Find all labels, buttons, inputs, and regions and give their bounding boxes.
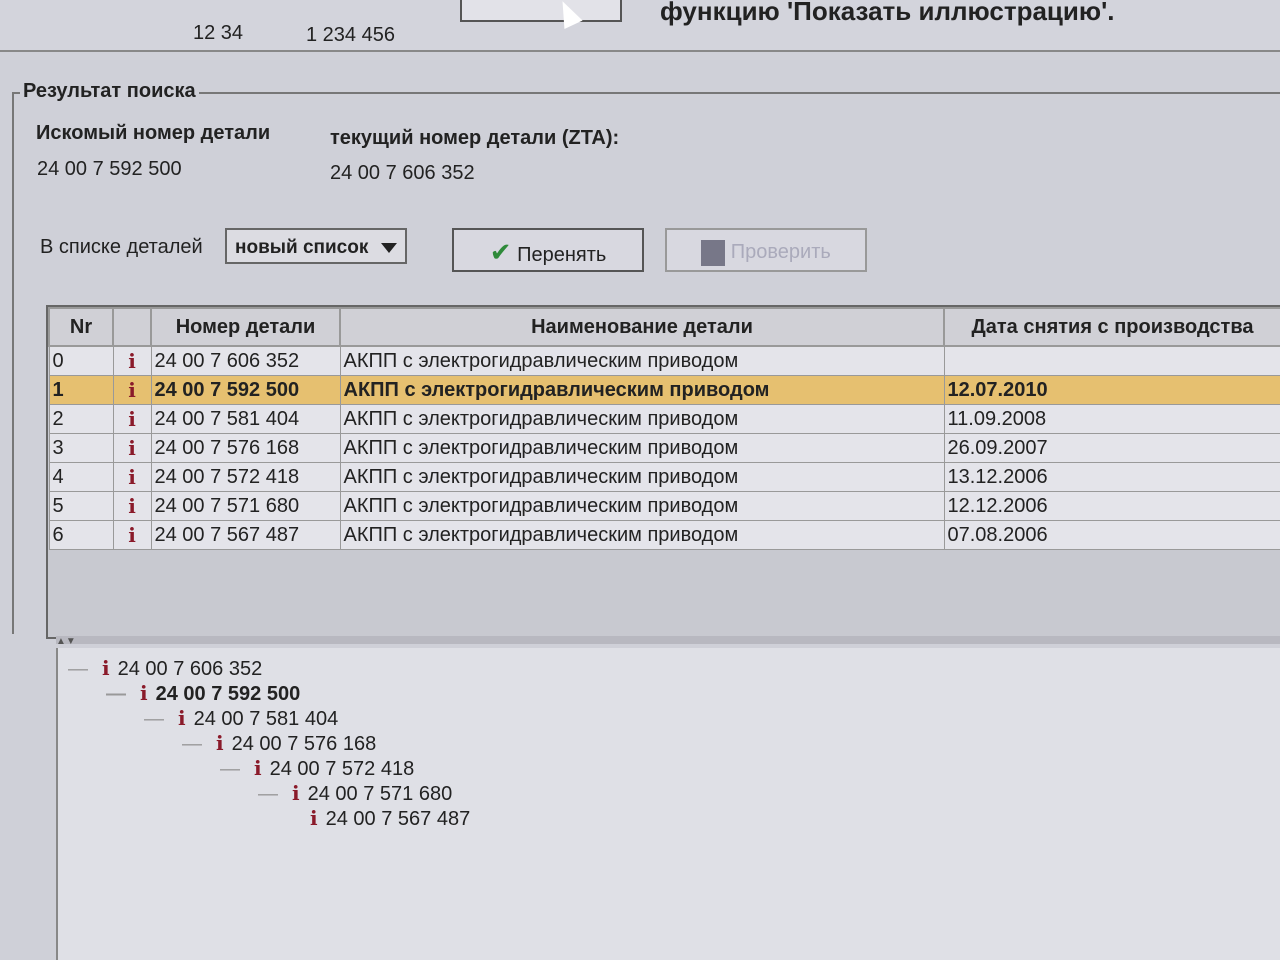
- row-nr: 6: [48, 520, 114, 550]
- tree-node[interactable]: — i 24 00 7 572 418: [220, 756, 414, 781]
- row-part-name: АКПП с электрогидравлическим приводом: [339, 520, 945, 550]
- info-icon[interactable]: i: [102, 656, 110, 680]
- info-icon[interactable]: i: [112, 491, 152, 521]
- table-row[interactable]: 1 i 24 00 7 592 500 АКПП с электрогидрав…: [48, 375, 1280, 405]
- info-icon[interactable]: i: [112, 345, 152, 376]
- row-part-name: АКПП с электрогидравлическим приводом: [339, 462, 945, 492]
- top-value-1: 12 34: [193, 22, 244, 44]
- row-part-name: АКПП с электрогидравлическим приводом: [339, 375, 945, 405]
- check-button[interactable]: Проверить: [665, 228, 867, 272]
- row-part-number: 24 00 7 581 404: [150, 404, 341, 434]
- table-row[interactable]: 4 i 24 00 7 572 418 АКПП с электрогидрав…: [48, 462, 1280, 492]
- searched-part-value: 24 00 7 592 500: [37, 158, 182, 180]
- tree-node-label: 24 00 7 571 680: [307, 783, 453, 805]
- row-part-name: АКПП с электрогидравлическим приводом: [339, 404, 945, 434]
- row-date: 11.09.2008: [943, 404, 1280, 434]
- tree-collapse-icon[interactable]: —: [258, 783, 278, 805]
- dropdown-value: новый список: [235, 237, 369, 258]
- row-part-name: АКПП с электрогидравлическим приводом: [339, 433, 945, 463]
- row-nr: 5: [48, 491, 114, 521]
- info-icon[interactable]: i: [292, 781, 300, 805]
- tree-node[interactable]: — i 24 00 7 592 500: [106, 681, 300, 706]
- parts-list-dropdown[interactable]: новый список: [225, 228, 407, 264]
- row-date: 12.07.2010: [943, 375, 1280, 405]
- checkmark-icon: ✔: [489, 237, 512, 267]
- row-date: 12.12.2006: [943, 491, 1280, 521]
- info-icon[interactable]: i: [112, 404, 152, 434]
- row-nr: 2: [48, 404, 114, 434]
- check-label: Проверить: [730, 241, 831, 263]
- top-panel: [0, 0, 1280, 52]
- document-icon: [701, 239, 726, 266]
- row-part-name: АКПП с электрогидравлическим приводом: [339, 491, 945, 521]
- tree-node[interactable]: — i 24 00 7 606 352: [68, 656, 262, 681]
- row-date: 07.08.2006: [943, 520, 1280, 550]
- searched-part-label: Искомый номер детали: [36, 122, 271, 144]
- info-icon[interactable]: i: [216, 731, 224, 755]
- header-discontinued-date[interactable]: Дата снятия с производства: [943, 307, 1280, 347]
- tree-collapse-icon[interactable]: —: [144, 708, 164, 730]
- tree-node[interactable]: — i 24 00 7 581 404: [144, 706, 338, 731]
- current-part-value: 24 00 7 606 352: [330, 162, 475, 184]
- row-nr: 3: [48, 433, 114, 463]
- info-icon[interactable]: i: [140, 681, 148, 705]
- top-value-2: 1 234 456: [306, 24, 395, 46]
- dropdown-arrow-icon: [381, 243, 397, 253]
- header-nr[interactable]: Nr: [48, 307, 114, 347]
- row-date: [943, 345, 1280, 376]
- tree-collapse-icon[interactable]: —: [182, 733, 202, 755]
- table-row[interactable]: 2 i 24 00 7 581 404 АКПП с электрогидрав…: [48, 404, 1280, 434]
- splitter[interactable]: ▲▼: [56, 636, 1280, 647]
- parts-list-label: В списке деталей: [40, 236, 203, 258]
- info-icon[interactable]: i: [112, 520, 152, 550]
- row-part-number: 24 00 7 592 500: [150, 375, 341, 405]
- info-icon[interactable]: i: [112, 375, 152, 405]
- tree-node[interactable]: — i 24 00 7 571 680: [258, 781, 452, 806]
- current-part-label: текущий номер детали (ZTA):: [330, 127, 620, 149]
- table-row[interactable]: 3 i 24 00 7 576 168 АКПП с электрогидрав…: [48, 433, 1280, 463]
- row-nr: 4: [48, 462, 114, 492]
- row-part-name: АКПП с электрогидравлическим приводом: [339, 345, 945, 376]
- row-part-number: 24 00 7 576 168: [150, 433, 341, 463]
- search-result-group: [12, 92, 1280, 634]
- tree-node-label: 24 00 7 581 404: [193, 708, 339, 730]
- row-part-number: 24 00 7 572 418: [150, 462, 341, 492]
- info-icon[interactable]: i: [310, 806, 318, 830]
- hint-text: функцию 'Показать иллюстрацию'.: [660, 0, 1115, 26]
- tree-collapse-icon[interactable]: —: [220, 758, 240, 780]
- row-part-number: 24 00 7 606 352: [150, 345, 341, 376]
- info-icon[interactable]: i: [112, 433, 152, 463]
- info-icon[interactable]: i: [178, 706, 186, 730]
- top-button[interactable]: [460, 0, 622, 22]
- table-row[interactable]: 0 i 24 00 7 606 352 АКПП с электрогидрав…: [48, 345, 1280, 376]
- tree-node-label: 24 00 7 576 168: [231, 733, 377, 755]
- row-nr: 0: [48, 345, 114, 376]
- table-row[interactable]: 6 i 24 00 7 567 487 АКПП с электрогидрав…: [48, 520, 1280, 550]
- row-date: 26.09.2007: [943, 433, 1280, 463]
- tree-node-label: 24 00 7 567 487: [325, 808, 471, 830]
- tree-collapse-icon[interactable]: —: [106, 683, 126, 705]
- apply-label: Перенять: [517, 244, 607, 266]
- apply-button[interactable]: ✔ Перенять: [452, 228, 644, 272]
- table-row[interactable]: 5 i 24 00 7 571 680 АКПП с электрогидрав…: [48, 491, 1280, 521]
- tree-node[interactable]: i 24 00 7 567 487: [296, 806, 470, 831]
- tree-node-label: 24 00 7 572 418: [269, 758, 415, 780]
- header-part-number[interactable]: Номер детали: [150, 307, 341, 347]
- parts-table: Nr Номер детали Наименование детали Дата…: [46, 305, 1280, 639]
- row-date: 13.12.2006: [943, 462, 1280, 492]
- row-nr: 1: [48, 375, 114, 405]
- header-part-name[interactable]: Наименование детали: [339, 307, 945, 347]
- header-info[interactable]: [112, 307, 152, 347]
- row-part-number: 24 00 7 567 487: [150, 520, 341, 550]
- row-part-number: 24 00 7 571 680: [150, 491, 341, 521]
- info-icon[interactable]: i: [112, 462, 152, 492]
- tree-node-label: 24 00 7 606 352: [117, 658, 263, 680]
- succession-tree: — i 24 00 7 606 352— i 24 00 7 592 500— i 24 0…: [56, 648, 1280, 960]
- tree-collapse-icon[interactable]: —: [68, 658, 88, 680]
- group-legend: Результат поиска: [20, 80, 199, 103]
- info-icon[interactable]: i: [254, 756, 262, 780]
- tree-node[interactable]: — i 24 00 7 576 168: [182, 731, 376, 756]
- tree-node-label: 24 00 7 592 500: [155, 683, 301, 705]
